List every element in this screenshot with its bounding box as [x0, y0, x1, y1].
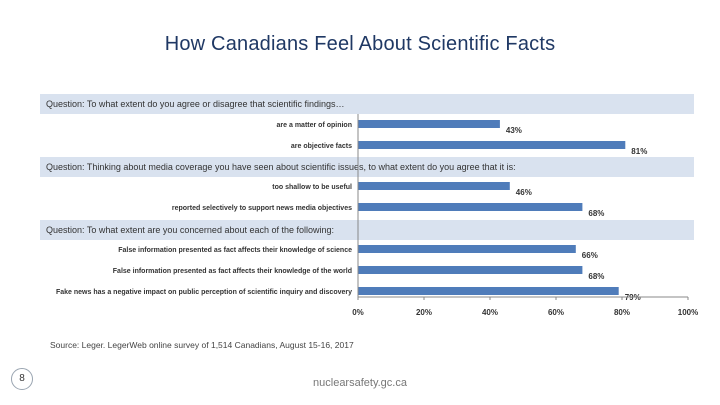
category-label: are a matter of opinion	[277, 122, 352, 129]
value-label: 66%	[582, 251, 598, 260]
x-tick-label: 20%	[416, 308, 432, 317]
x-tick-label: 100%	[678, 308, 698, 317]
category-label: False information presented as fact affe…	[118, 247, 352, 254]
page-number-badge: 8	[11, 368, 33, 390]
x-tick-label: 60%	[548, 308, 564, 317]
x-tick-label: 80%	[614, 308, 630, 317]
bar	[358, 203, 583, 211]
category-label: False information presented as fact affe…	[113, 268, 352, 275]
bar	[358, 182, 510, 190]
x-tick-label: 40%	[482, 308, 498, 317]
page-title: How Canadians Feel About Scientific Fact…	[164, 33, 556, 55]
bar	[358, 287, 619, 295]
category-label: too shallow to be useful	[272, 184, 352, 191]
bar	[358, 120, 500, 128]
value-label: 68%	[588, 272, 604, 281]
bar	[358, 245, 576, 253]
value-label: 81%	[631, 147, 647, 156]
value-label: 43%	[506, 126, 522, 135]
bar-chart: are a matter of opinion 43% are objective …	[56, 114, 698, 317]
category-label: are objective facts	[291, 143, 352, 150]
question-band-1: Question: To what extent do you agree or…	[40, 94, 694, 114]
question-band-3: Question: To what extent are you concern…	[40, 220, 694, 240]
category-label: reported selectively to support news med…	[172, 205, 352, 212]
value-label: 46%	[516, 188, 532, 197]
value-label: 68%	[588, 209, 604, 218]
x-tick-label: 0%	[352, 308, 364, 317]
source-note: Source: Leger. LegerWeb online survey of…	[50, 340, 354, 350]
footer-url: nuclearsafety.gc.ca	[313, 377, 407, 389]
question-band-2: Question: Thinking about media coverage …	[40, 157, 694, 177]
category-label: Fake news has a negative impact on publi…	[56, 289, 352, 296]
bar	[358, 141, 626, 149]
bar	[358, 266, 583, 274]
